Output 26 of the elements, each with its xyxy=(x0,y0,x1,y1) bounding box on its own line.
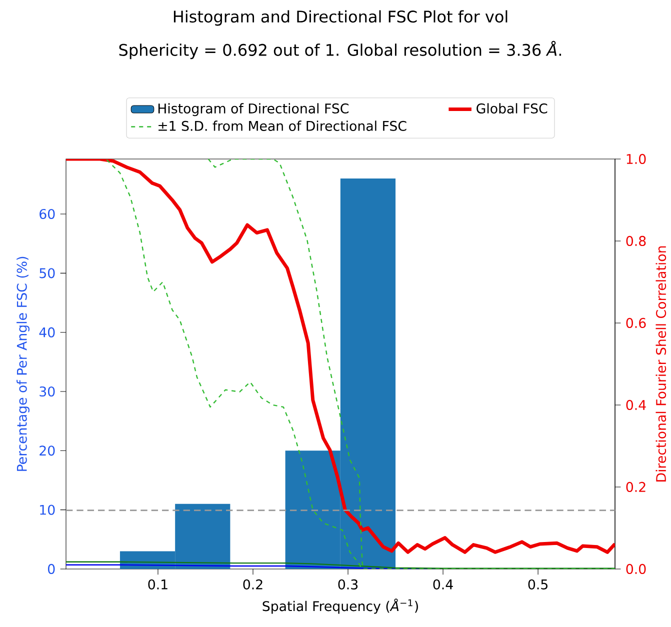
legend-label: Histogram of Directional FSC xyxy=(158,103,349,116)
y-tick-label: 40 xyxy=(39,327,55,338)
x-tick-label: 0.1 xyxy=(148,579,168,590)
x-tick-label: 0.2 xyxy=(243,579,262,590)
x-tick-label: 0.3 xyxy=(338,579,358,590)
x-tick-label: 0.5 xyxy=(528,579,548,590)
y-tick-label: 30 xyxy=(40,386,55,397)
legend-label: Global FSC xyxy=(476,103,548,114)
y2-tick-label: 0.8 xyxy=(626,236,646,246)
y2-tick-label: 1.0 xyxy=(626,154,646,164)
y-tick-label: 20 xyxy=(40,446,55,456)
y-axis-title: Percentage of Per Angle FSC (%) xyxy=(16,256,30,471)
y2-tick-label: 0.4 xyxy=(626,400,646,410)
chart-title: Histogram and Directional FSC Plot for vol xyxy=(174,10,508,26)
y-tick-label: 50 xyxy=(40,268,55,278)
x-axis-title: Spatial Frequency (Å$^{−1}$) xyxy=(262,598,418,614)
y-tick-label: 10 xyxy=(40,504,55,515)
y-tick-label: 60 xyxy=(40,208,55,220)
y2-tick-label: 0.2 xyxy=(626,482,646,492)
y2-tick-label: 0.6 xyxy=(626,318,646,328)
chart-subtitle: Sphericity = 0.692 out of 1. Global resolution = 3.36 Å. xyxy=(119,40,562,60)
y2-tick-label: 0.0 xyxy=(626,564,646,574)
y2-axis-title: Directional Fourier Shell Correlation xyxy=(656,246,666,482)
y-tick-label: 0 xyxy=(48,564,55,574)
x-tick-label: 0.4 xyxy=(433,579,453,590)
legend-label: ±1 S.D. from Mean of Directional FSC xyxy=(158,120,406,131)
